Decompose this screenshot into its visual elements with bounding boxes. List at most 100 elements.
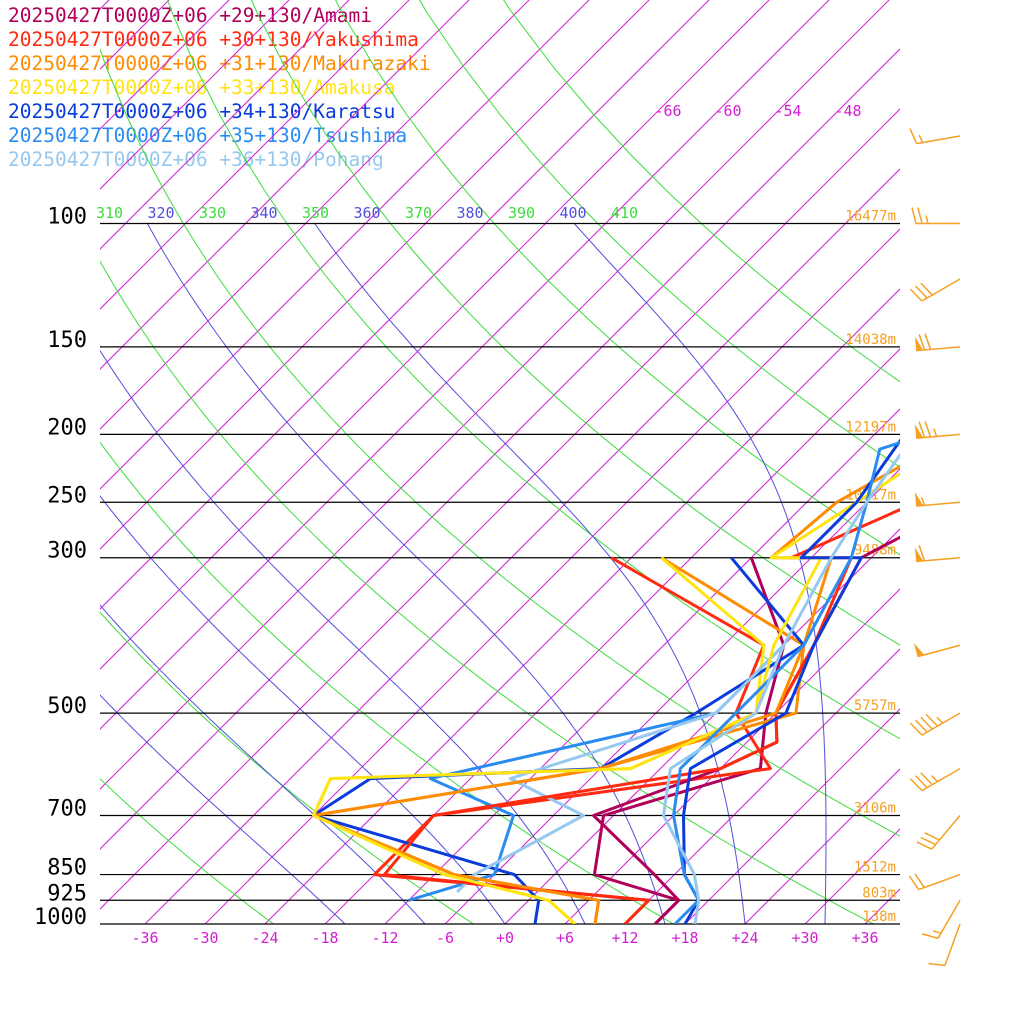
- pressure-tick-label: 250: [47, 483, 87, 508]
- isotherm-line: [985, 0, 1024, 924]
- wind-barb-staff: [944, 923, 961, 966]
- wind-barb-staff: [916, 433, 961, 439]
- dry-adiabat-line: [100, 778, 275, 924]
- wind-barb-feather: [920, 716, 933, 730]
- isotherm-line: [144, 168, 900, 924]
- isotherm-line: [100, 108, 900, 910]
- isotherm-line: [564, 588, 900, 924]
- height-label: 1512m: [854, 860, 896, 876]
- dewpoint-line: [312, 556, 806, 924]
- dewpoint-line: [592, 557, 786, 924]
- pressure-tick-label: 850: [47, 856, 87, 881]
- pressure-tick-label: 150: [47, 328, 87, 353]
- wind-barb-feather: [924, 421, 932, 438]
- wind-barb: [909, 767, 961, 792]
- dry-adiabat-line: [335, 0, 900, 556]
- theta-label: 330: [199, 204, 226, 222]
- wind-barb: [928, 923, 961, 967]
- wind-barb-pennant: [914, 492, 924, 507]
- wind-barb-feather: [915, 775, 928, 789]
- isotherm-line: [684, 708, 900, 924]
- wind-barb-feather: [916, 841, 933, 850]
- wind-barb-staff: [921, 712, 961, 736]
- wind-barb: [921, 899, 961, 940]
- wind-barb-pennant: [914, 336, 924, 351]
- temperature-tick-label: -24: [251, 929, 278, 947]
- isotherm-line: [100, 0, 830, 730]
- temperature-line: [312, 471, 900, 924]
- wind-barb-staff: [916, 501, 961, 507]
- top-temperature-label: -54: [774, 102, 801, 120]
- temperature-tick-label: -30: [191, 929, 218, 947]
- temperature-line: [592, 535, 900, 924]
- top-temperature-label: -48: [834, 102, 861, 120]
- wind-barb: [914, 492, 961, 507]
- top-temperature-label: -60: [714, 102, 741, 120]
- temperature-tick-label: -36: [131, 929, 158, 947]
- isotherm-line: [100, 0, 110, 10]
- temperature-tick-label: -12: [371, 929, 398, 947]
- wind-barb-pennant: [913, 643, 925, 657]
- wind-barb: [909, 128, 961, 145]
- isotherm-line: [100, 0, 230, 130]
- wind-barb-staff: [921, 278, 961, 302]
- theta-label: 340: [251, 204, 278, 222]
- temperature-line: [682, 438, 900, 924]
- wind-barb-feather: [917, 207, 923, 224]
- wind-barb-feather: [924, 333, 932, 350]
- wind-barb: [909, 278, 961, 302]
- wind-barb-staff: [918, 873, 961, 891]
- pressure-tick-label: 925: [47, 881, 87, 906]
- temperature-tick-label: -18: [311, 929, 338, 947]
- wind-barb-pennant: [914, 424, 924, 439]
- isotherm-line: [100, 0, 590, 490]
- wind-barb-half-feather: [936, 716, 944, 724]
- wind-barb-feather: [920, 282, 933, 296]
- wind-barb-feather: [928, 962, 946, 967]
- isotherm-line: [624, 648, 900, 924]
- isotherm-line: [100, 0, 170, 70]
- isotherm-line: [264, 288, 900, 924]
- legend-entry: 20250427T0000Z+06 +33+130/Amakusa: [8, 76, 431, 100]
- isotherm-line: [100, 0, 290, 190]
- legend-entry: 20250427T0000Z+06 +30+130/Yakushima: [8, 28, 419, 51]
- pressure-tick-label: 300: [47, 539, 87, 564]
- theta-label: 370: [405, 204, 432, 222]
- isotherm-line: [444, 468, 900, 924]
- isotherm-line: [100, 0, 710, 610]
- wind-barb-feather: [909, 722, 923, 736]
- isotherm-line: [100, 0, 530, 430]
- theta-label: 400: [560, 204, 587, 222]
- wind-barb-feather: [914, 873, 925, 888]
- wind-barb-feather: [920, 836, 936, 846]
- wind-barb-feather: [925, 713, 939, 727]
- wind-barb-half-feather: [918, 134, 924, 143]
- wind-barb-feather: [920, 772, 933, 786]
- dewpoint-line: [312, 556, 806, 924]
- isotherm-line: [0, 0, 72, 924]
- legend: 20250427T0000Z+06 +29+130/Amami 20250427T…: [8, 4, 431, 172]
- legend-entry: 20250427T0000Z+06 +31+130/Makurazaki: [8, 52, 431, 75]
- wind-barb-half-feather: [925, 215, 929, 224]
- isotherm-line: [0, 0, 132, 924]
- wind-barb: [913, 643, 961, 658]
- wind-barb-feather: [915, 719, 928, 733]
- wind-barb: [914, 544, 961, 563]
- isotherm-line: [100, 0, 470, 370]
- pressure-tick-label: 700: [47, 796, 87, 821]
- wind-barb-feather: [909, 778, 923, 792]
- isotherm-line: [925, 0, 1024, 924]
- theta-label: 350: [302, 204, 329, 222]
- wind-barb-pennant: [914, 547, 924, 562]
- height-label: 803m: [862, 885, 896, 901]
- temperature-line: [672, 440, 900, 924]
- height-label: 16477m: [845, 209, 896, 225]
- theta-label: 380: [457, 204, 484, 222]
- isotherm-line: [100, 0, 770, 670]
- dry-adiabat-line: [100, 611, 475, 924]
- top-temperature-label: -66: [654, 102, 681, 120]
- wind-barb-feather: [918, 544, 926, 562]
- wind-barb-feather: [911, 207, 917, 224]
- wind-barb: [914, 333, 961, 352]
